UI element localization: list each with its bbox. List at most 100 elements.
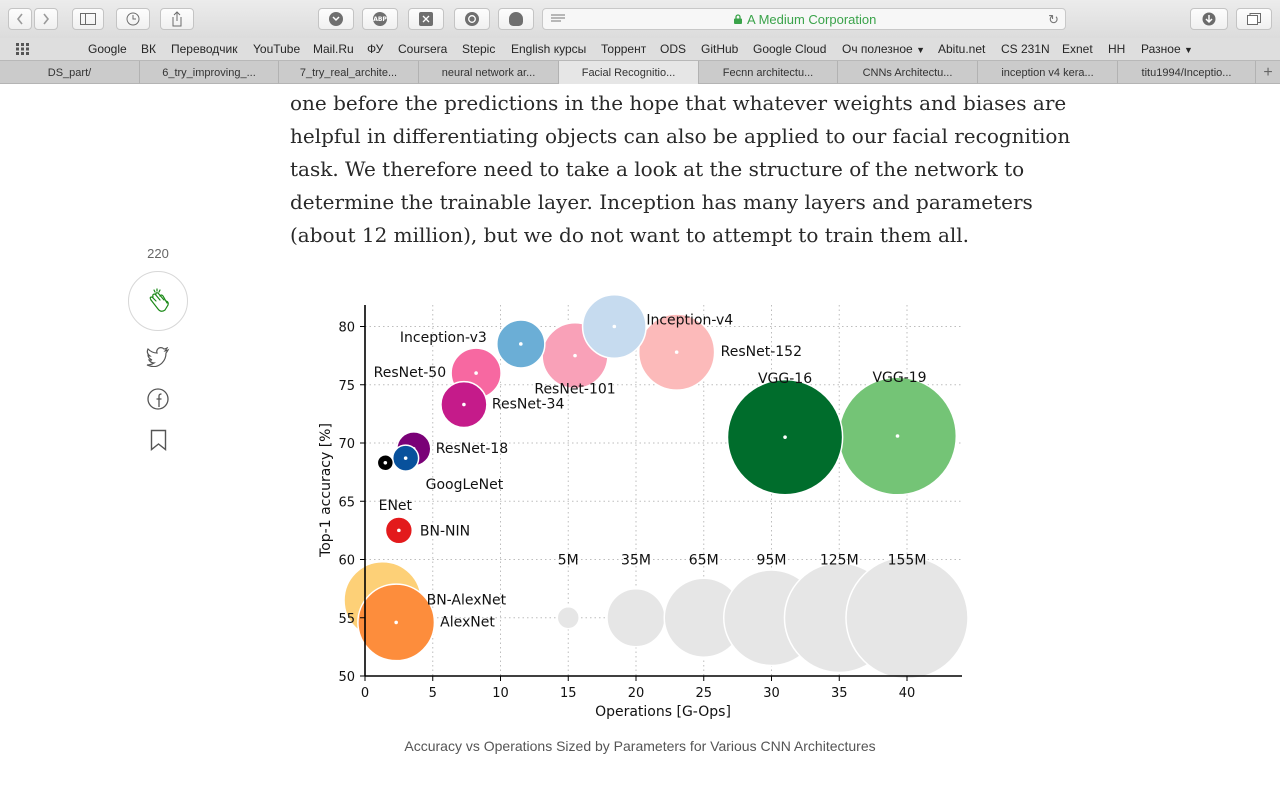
article-paragraph-line: determine the trainable layer. Inception… <box>290 190 1033 214</box>
browser-toolbar: ABP A Medium Corporation ↻ <box>0 0 1280 38</box>
model-bubble-center <box>612 324 617 329</box>
bookmark-item[interactable]: CS 231N <box>1001 42 1050 56</box>
y-tick-label: 80 <box>338 321 355 336</box>
size-legend-bubble <box>845 555 969 680</box>
bookmark-item[interactable]: Abitu.net <box>938 42 986 56</box>
cnn-bubble-chart: 0 5 10 15 20 25 30 35 40 50 55 60 65 70 75 80 5M 35M 65M 95… <box>318 293 969 720</box>
browser-tab[interactable]: CNNs Architectu... <box>838 61 978 84</box>
tab-overview-button[interactable] <box>1236 8 1272 30</box>
bookmark-item[interactable]: HH <box>1108 42 1126 56</box>
size-legend-label: 35M <box>621 553 651 569</box>
twitter-icon[interactable] <box>146 347 170 367</box>
browser-tab[interactable]: 6_try_improving_... <box>140 61 279 84</box>
sync-icon <box>465 12 479 26</box>
model-bubble-center <box>403 456 408 460</box>
model-bubble-center <box>383 461 388 465</box>
model-bubble-center <box>397 528 401 533</box>
y-tick-label: 60 <box>338 554 355 569</box>
browser-tab[interactable]: DS_part/ <box>0 61 140 84</box>
share-icon <box>172 11 182 27</box>
x-tick-label: 15 <box>560 686 577 701</box>
x-tick-label: 40 <box>899 686 916 701</box>
bookmark-icon[interactable] <box>150 429 167 451</box>
chevron-right-icon <box>43 13 50 25</box>
bookmark-item[interactable]: Google <box>88 42 127 56</box>
bookmark-item[interactable]: Mail.Ru <box>313 42 354 56</box>
browser-tab[interactable]: Fecnn architectu... <box>699 61 838 84</box>
browser-tab-active[interactable]: Facial Recognitio... <box>559 61 699 84</box>
x-tick-label: 20 <box>628 686 645 701</box>
model-label: ResNet-18 <box>436 441 508 457</box>
bookmark-folder[interactable]: Оч полезное ▼ <box>842 42 925 56</box>
article-paragraph-line: task. We therefore need to take a look a… <box>290 157 1025 181</box>
forward-button[interactable] <box>34 8 58 30</box>
model-bubble-center <box>394 620 398 625</box>
bookmark-folder-label: Разное <box>1141 42 1181 56</box>
bookmark-item[interactable]: ODS <box>660 42 687 56</box>
reader-icon[interactable] <box>551 14 565 24</box>
pocket-button[interactable] <box>318 8 354 30</box>
bookmark-item[interactable]: ФУ <box>367 42 384 56</box>
tab-bar: DS_part/ 6_try_improving_... 7_try_real_… <box>0 60 1280 84</box>
y-axis-label: Top-1 accuracy [%] <box>318 423 334 558</box>
x-tick-label: 25 <box>695 686 712 701</box>
scissor-button[interactable] <box>408 8 444 30</box>
clap-button[interactable] <box>128 271 188 331</box>
bookmarks-bar: Google ВК Переводчик YouTube Mail.Ru ФУ … <box>0 38 1280 60</box>
bookmark-item[interactable]: Stepic <box>462 42 496 56</box>
share-button[interactable] <box>160 8 194 30</box>
article-paragraph-line: helpful in differentiating objects can a… <box>290 124 1071 148</box>
chevron-down-icon: ▼ <box>1183 45 1193 55</box>
model-label: BN-AlexNet <box>427 592 507 608</box>
facebook-icon[interactable] <box>146 387 170 411</box>
article-body: one before the predictions in the hope t… <box>290 87 1071 252</box>
bookmark-item[interactable]: English курсы <box>511 42 587 56</box>
reload-icon[interactable]: ↻ <box>1048 12 1059 27</box>
back-button[interactable] <box>8 8 32 30</box>
x-tick-label: 35 <box>831 686 848 701</box>
model-label: ResNet-34 <box>492 397 565 413</box>
browser-tab[interactable]: 7_try_real_archite... <box>279 61 419 84</box>
model-label: BN-NIN <box>420 523 470 539</box>
plus-icon: + <box>1263 63 1273 81</box>
bookmark-item[interactable]: Exnet <box>1062 42 1093 56</box>
sidebar-icon <box>80 13 96 25</box>
adblock-button[interactable]: ABP <box>362 8 398 30</box>
y-tick-label: 55 <box>338 612 355 627</box>
downloads-button[interactable] <box>1190 8 1228 30</box>
address-bar[interactable]: A Medium Corporation ↻ <box>542 8 1066 30</box>
download-icon <box>1202 12 1216 26</box>
pocket-icon <box>329 12 343 26</box>
x-tick-label: 30 <box>763 686 780 701</box>
history-button[interactable] <box>116 8 150 30</box>
size-legend-label: 65M <box>689 553 719 569</box>
y-tick-label: 65 <box>338 495 355 510</box>
bookmark-item[interactable]: YouTube <box>253 42 301 56</box>
sidebar-toggle-button[interactable] <box>72 8 104 30</box>
ghostery-button[interactable] <box>498 8 534 30</box>
model-bubble-center <box>474 371 478 375</box>
model-bubble-center <box>895 434 900 438</box>
apps-grid-icon[interactable] <box>16 43 29 55</box>
size-legend-label: 5M <box>558 553 579 569</box>
bookmark-item[interactable]: Google Cloud <box>753 42 827 56</box>
figure-caption: Accuracy vs Operations Sized by Paramete… <box>404 738 876 754</box>
sync-button[interactable] <box>454 8 490 30</box>
new-tab-button[interactable]: + <box>1256 61 1280 84</box>
browser-tab[interactable]: titu1994/Inceptio... <box>1118 61 1256 84</box>
x-tick-label: 5 <box>429 686 437 701</box>
browser-tab[interactable]: inception v4 kera... <box>978 61 1118 84</box>
bookmark-item[interactable]: Coursera <box>398 42 448 56</box>
bookmark-item[interactable]: GitHub <box>701 42 739 56</box>
bookmark-folder[interactable]: Разное ▼ <box>1141 42 1193 56</box>
browser-tab[interactable]: neural network ar... <box>419 61 559 84</box>
bookmark-item[interactable]: ВК <box>141 42 156 56</box>
ghostery-icon <box>509 12 523 26</box>
scissor-icon <box>419 12 433 26</box>
clap-count: 220 <box>147 246 169 261</box>
x-tick-label: 0 <box>361 686 369 701</box>
bookmark-item[interactable]: Торрент <box>601 42 647 56</box>
model-label: VGG-19 <box>872 370 926 386</box>
bookmark-item[interactable]: Переводчик <box>171 42 238 56</box>
clock-icon <box>126 12 140 26</box>
